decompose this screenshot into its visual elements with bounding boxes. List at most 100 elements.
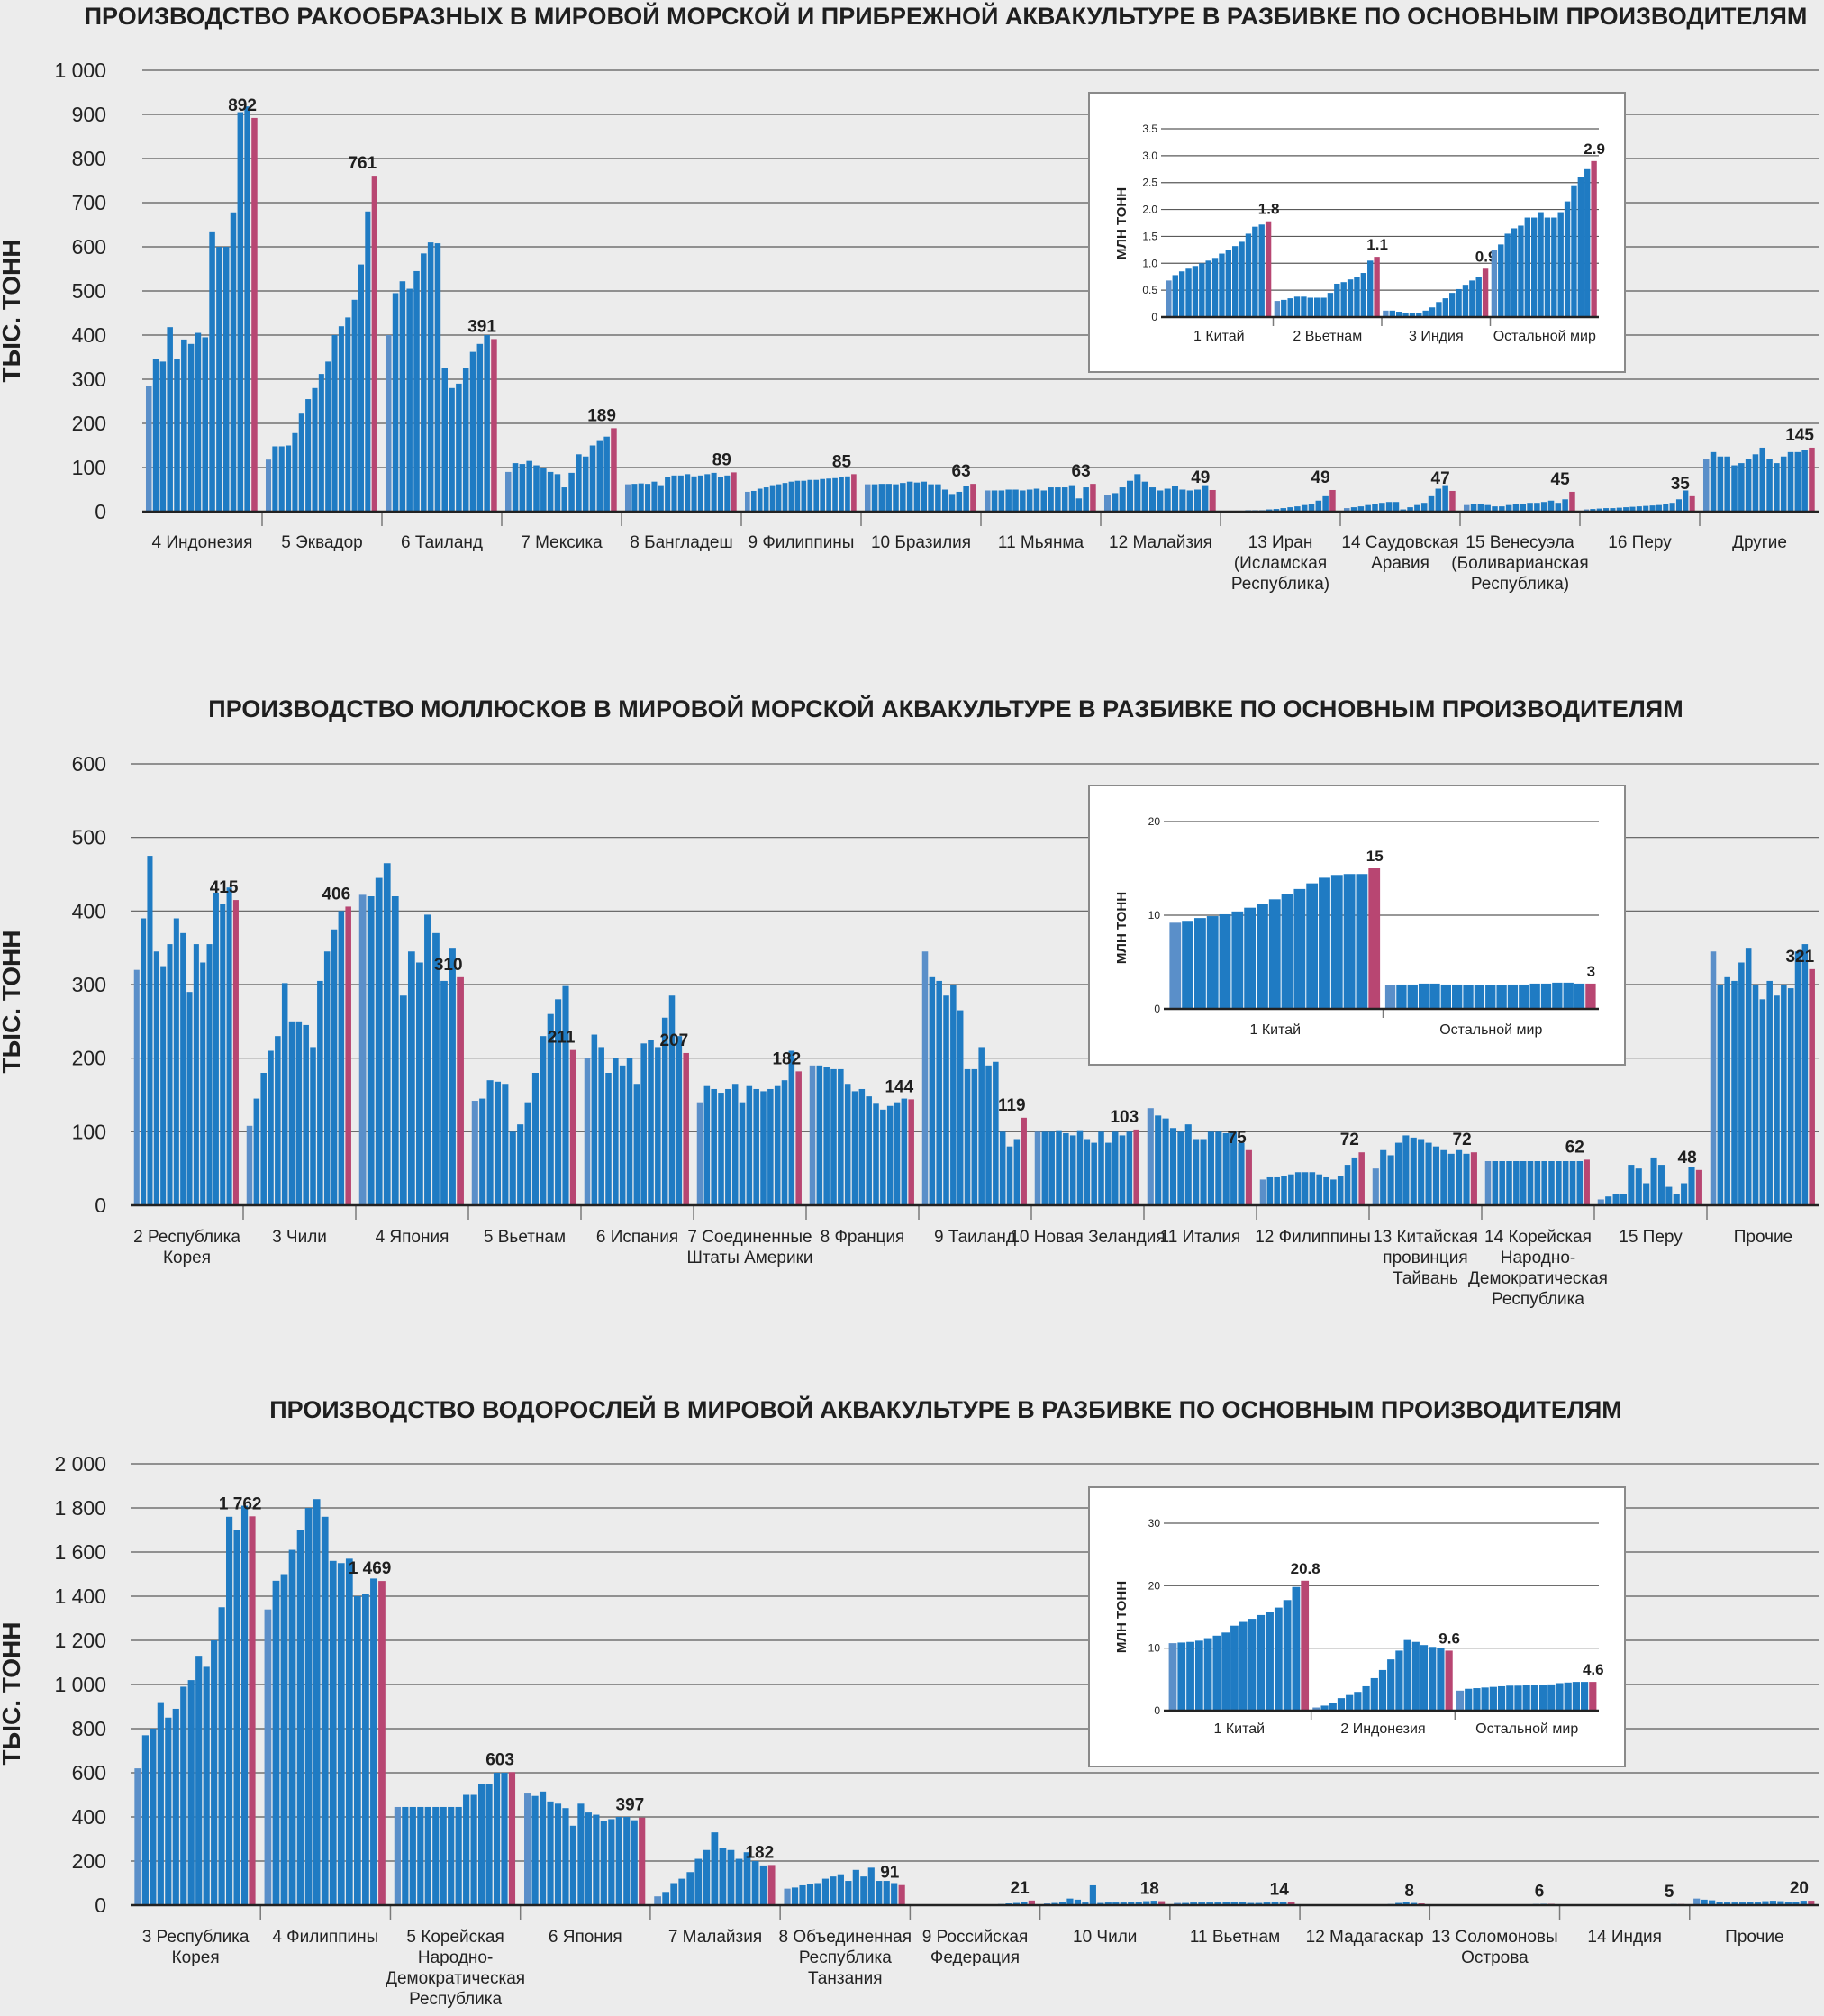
y-tick-label: 1 600 (54, 1540, 106, 1564)
bar (1387, 1659, 1394, 1711)
bar (435, 243, 441, 512)
bar (1565, 1683, 1572, 1711)
bar (1781, 457, 1787, 512)
data-label: 63 (1072, 462, 1091, 481)
bar (1753, 454, 1759, 512)
bar (1570, 1161, 1576, 1205)
bar (1746, 948, 1752, 1205)
bar (1523, 1685, 1530, 1711)
bar (449, 948, 456, 1205)
bar (775, 1086, 781, 1205)
bar (1041, 490, 1048, 512)
bar (1456, 1691, 1464, 1711)
bar (299, 413, 304, 512)
bar (540, 468, 547, 512)
bar (1485, 985, 1495, 1009)
bar (1177, 1131, 1184, 1205)
bar (510, 1131, 516, 1205)
data-label: 91 (880, 1864, 900, 1883)
figure: ПРОИЗВОДСТВО РАКООБРАЗНЫХ В МИРОВОЙ МОРС… (0, 0, 1824, 2011)
bar (160, 361, 167, 512)
bar (845, 1084, 851, 1205)
bar (613, 1058, 619, 1205)
bar (760, 1091, 767, 1205)
bar (1585, 984, 1595, 1009)
bar (585, 1058, 591, 1205)
bar (1738, 963, 1745, 1206)
bar (332, 335, 338, 512)
y-tick-label: 0 (95, 1194, 106, 1217)
bar (1244, 908, 1256, 1009)
data-label: 182 (772, 1049, 801, 1068)
bar (820, 479, 825, 512)
bar (1316, 501, 1322, 512)
bar (1795, 452, 1801, 512)
bar (1238, 1143, 1244, 1205)
bar (555, 474, 561, 512)
bar (747, 1086, 753, 1205)
bar (1436, 302, 1441, 317)
bar (195, 333, 202, 512)
bar (585, 1812, 592, 1905)
bar (893, 485, 899, 512)
bar (174, 919, 179, 1206)
bar (345, 317, 350, 512)
bar (134, 1768, 141, 1905)
bar (894, 1103, 901, 1205)
bar (838, 1069, 844, 1205)
bar (1341, 282, 1347, 317)
category-label: 15 Перу (1619, 1228, 1683, 1247)
bar (1738, 463, 1745, 512)
bar (1681, 1184, 1687, 1206)
data-label: 1 762 (219, 1494, 262, 1513)
data-label: 207 (659, 1031, 688, 1050)
bar (1527, 503, 1533, 512)
bar (1449, 293, 1455, 317)
bar (655, 1047, 661, 1205)
bar (1282, 894, 1293, 1009)
bar (1367, 260, 1373, 317)
bar (731, 472, 737, 512)
bar (1448, 1154, 1455, 1205)
bar (1149, 487, 1156, 512)
bar (470, 352, 476, 512)
bar (751, 491, 757, 512)
y-tick-label: 0 (1151, 311, 1157, 323)
bar (1083, 487, 1089, 512)
bar (639, 484, 644, 512)
bar (1076, 498, 1083, 512)
data-label: 4.6 (1583, 1661, 1604, 1678)
bar (1306, 884, 1318, 1009)
bar (576, 454, 582, 512)
inset-chart: МЛН ТОНН 00.51.01.52.02.53.03.51.81 Кита… (1089, 93, 1625, 372)
bar (685, 474, 690, 512)
category-label: 4 Индонезия (152, 533, 253, 552)
bar (487, 1080, 494, 1205)
bar (570, 1050, 576, 1205)
category-label: 4 Филиппины (272, 1928, 378, 1947)
bar (142, 1735, 149, 1905)
bar (485, 1784, 492, 1905)
y-tick-label: 3.5 (1142, 123, 1157, 135)
bar (479, 1099, 485, 1205)
bar (167, 944, 172, 1205)
bar (1354, 1692, 1361, 1711)
bar (970, 484, 976, 512)
bar (1809, 969, 1815, 1205)
bar (1513, 504, 1520, 512)
bar (238, 113, 244, 512)
bar (725, 1089, 731, 1205)
bar (1293, 889, 1305, 1009)
bar (1090, 484, 1096, 512)
bar (1520, 1161, 1527, 1205)
bar (1219, 254, 1224, 317)
bar (712, 1832, 719, 1905)
data-label: 892 (228, 96, 257, 115)
y-tick-label: 300 (72, 368, 106, 391)
bar (1221, 1632, 1230, 1711)
bar (216, 247, 222, 512)
bar (187, 992, 193, 1205)
category-label: 3 Индия (1409, 329, 1464, 344)
bar (963, 486, 969, 512)
category-label: 5 Эквадор (281, 533, 362, 552)
